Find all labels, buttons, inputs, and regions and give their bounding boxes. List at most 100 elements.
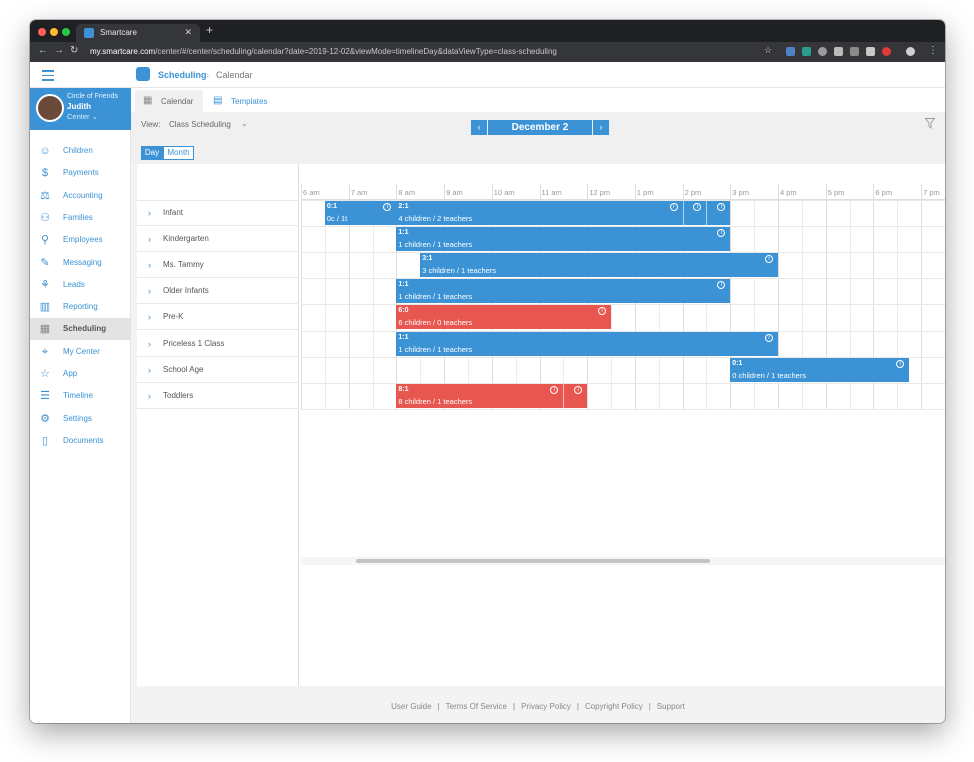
employees-icon: ⚲ <box>40 234 50 247</box>
profile-icon[interactable] <box>906 47 915 56</box>
sidebar-item-timeline[interactable]: ☰ Timeline <box>30 385 131 407</box>
schedule-event[interactable]: 6:0 6 children / 0 teachers i <box>396 305 612 330</box>
user-role[interactable]: Center ⌄ <box>67 112 98 121</box>
footer-link[interactable]: Privacy Policy <box>521 702 571 711</box>
schedule-event[interactable]: 8:1 8 children / 1 teachers i i <box>396 383 588 408</box>
forward-icon[interactable]: → <box>54 45 64 56</box>
extension-icon[interactable] <box>786 47 795 56</box>
info-icon[interactable]: i <box>693 203 702 211</box>
hour-label: 7 pm <box>923 188 940 197</box>
info-icon[interactable]: i <box>717 229 726 238</box>
sidebar-item-reporting[interactable]: ▥ Reporting <box>30 296 131 318</box>
info-icon[interactable]: i <box>765 255 773 264</box>
sidebar-item-my-center[interactable]: ⌖ My Center <box>30 341 131 363</box>
class-name: Priceless 1 Class <box>163 338 225 348</box>
expand-chevron-icon[interactable]: › <box>148 208 151 218</box>
expand-chevron-icon[interactable]: › <box>148 364 151 375</box>
sidebar-item-settings[interactable]: ⚙ Settings <box>30 408 131 430</box>
class-row[interactable]: › Ms. Tammy <box>137 252 299 279</box>
footer-link[interactable]: Support <box>656 702 685 711</box>
class-row[interactable]: › Pre-K <box>137 304 299 331</box>
class-row[interactable]: › Older Infants <box>137 278 299 305</box>
expand-chevron-icon[interactable]: › <box>148 260 151 271</box>
sidebar-item-messaging[interactable]: ✎ Messaging <box>30 252 131 274</box>
close-window-button[interactable] <box>38 28 46 36</box>
browser-tab[interactable]: Smartcare ✕ <box>76 24 200 42</box>
row-divider <box>301 408 945 410</box>
previous-day-button[interactable]: ‹ <box>471 120 487 135</box>
url-host: my.smartcare.com <box>90 47 156 56</box>
view-select[interactable]: Class Scheduling <box>169 120 231 129</box>
chevron-down-icon[interactable]: ⌄ <box>241 119 248 128</box>
minimize-window-button[interactable] <box>50 28 58 36</box>
extension-icon[interactable] <box>818 47 827 56</box>
sidebar-item-leads[interactable]: ⚘ Leads <box>30 274 131 296</box>
sidebar-item-children[interactable]: ☺ Children <box>30 140 131 162</box>
schedule-event[interactable]: 1:1 1 children / 1 teachers i <box>396 331 778 356</box>
tab-templates[interactable]: ▤ Templates <box>205 90 279 112</box>
class-row[interactable]: › Kindergarten <box>137 226 299 253</box>
extension-icon[interactable] <box>882 47 891 56</box>
back-icon[interactable]: ← <box>38 45 48 56</box>
schedule-event[interactable]: 0:1 0 children / 1 teachers i <box>730 357 910 382</box>
class-row[interactable]: › Infant <box>137 200 299 226</box>
scrollbar-thumb[interactable] <box>356 559 710 563</box>
expand-chevron-icon[interactable]: › <box>148 234 151 245</box>
info-icon[interactable]: i <box>717 203 726 211</box>
sidebar-item-documents[interactable]: ▯ Documents <box>30 430 131 452</box>
class-row[interactable]: › Toddlers <box>137 383 299 409</box>
expand-chevron-icon[interactable]: › <box>148 390 151 401</box>
row-divider <box>301 330 945 332</box>
schedule-event[interactable]: 2:1 4 children / 2 teachers i i i <box>396 201 731 225</box>
info-icon[interactable]: i <box>574 385 583 394</box>
footer-link[interactable]: User Guide <box>391 702 432 711</box>
url-field[interactable]: my.smartcare.com/center/#/center/schedul… <box>90 45 750 59</box>
sidebar-item-label: Reporting <box>63 302 98 312</box>
next-day-button[interactable]: › <box>593 120 609 135</box>
event-ratio: 1:1 <box>398 333 409 341</box>
sidebar-item-employees[interactable]: ⚲ Employees <box>30 229 131 251</box>
sidebar-item-accounting[interactable]: ⚖ Accounting <box>30 185 131 207</box>
info-icon[interactable]: i <box>669 203 678 211</box>
footer-link[interactable]: Copyright Policy <box>584 702 643 711</box>
tab-calendar[interactable]: ▦ Calendar <box>135 90 203 112</box>
new-tab-icon[interactable]: + <box>206 23 214 37</box>
profile-card[interactable]: Circle of Friends Judith Center ⌄ <box>30 88 131 130</box>
sidebar-item-label: Documents <box>63 435 104 445</box>
extension-icon[interactable] <box>834 47 843 56</box>
sidebar-item-payments[interactable]: $ Payments <box>30 162 131 184</box>
schedule-event[interactable]: 0:1 0c / 1t i <box>324 201 397 225</box>
date-display[interactable]: December 2 <box>488 120 592 135</box>
sidebar-item-app[interactable]: ☆ App <box>30 363 131 385</box>
day-view-button[interactable]: Day <box>141 146 163 160</box>
class-row[interactable]: › School Age <box>137 357 299 383</box>
bookmark-star-icon[interactable]: ☆ <box>764 45 773 55</box>
info-icon[interactable]: i <box>383 203 392 211</box>
schedule-event[interactable]: 1:1 1 children / 1 teachers i <box>396 279 731 304</box>
sidebar-item-families[interactable]: ⚇ Families <box>30 207 131 229</box>
reload-icon[interactable]: ↻ <box>70 45 79 56</box>
info-icon[interactable]: i <box>717 281 726 290</box>
extension-icon[interactable] <box>802 47 811 56</box>
info-icon[interactable]: i <box>550 385 559 394</box>
info-icon[interactable]: i <box>896 359 905 368</box>
month-view-button[interactable]: Month <box>163 146 194 160</box>
breadcrumb-section[interactable]: Scheduling <box>158 70 207 80</box>
filter-icon[interactable] <box>925 118 935 129</box>
expand-chevron-icon[interactable]: › <box>148 312 151 323</box>
footer-link[interactable]: Terms Of Service <box>445 702 507 711</box>
schedule-event[interactable]: 3:1 3 children / 1 teachers i <box>420 253 778 278</box>
extension-icon[interactable] <box>866 47 875 56</box>
extension-icon[interactable] <box>850 47 859 56</box>
expand-chevron-icon[interactable]: › <box>148 338 151 349</box>
class-row[interactable]: › Priceless 1 Class <box>137 331 299 357</box>
browser-menu-icon[interactable]: ⋮ <box>928 45 938 56</box>
close-tab-icon[interactable]: ✕ <box>184 27 192 37</box>
maximize-window-button[interactable] <box>62 28 70 36</box>
menu-icon[interactable] <box>42 70 54 84</box>
sidebar-item-scheduling[interactable]: ▦ Scheduling <box>30 318 131 341</box>
expand-chevron-icon[interactable]: › <box>148 286 151 297</box>
info-icon[interactable]: i <box>764 333 773 342</box>
info-icon[interactable]: i <box>598 307 607 316</box>
schedule-event[interactable]: 1:1 1 children / 1 teachers i <box>396 227 731 252</box>
